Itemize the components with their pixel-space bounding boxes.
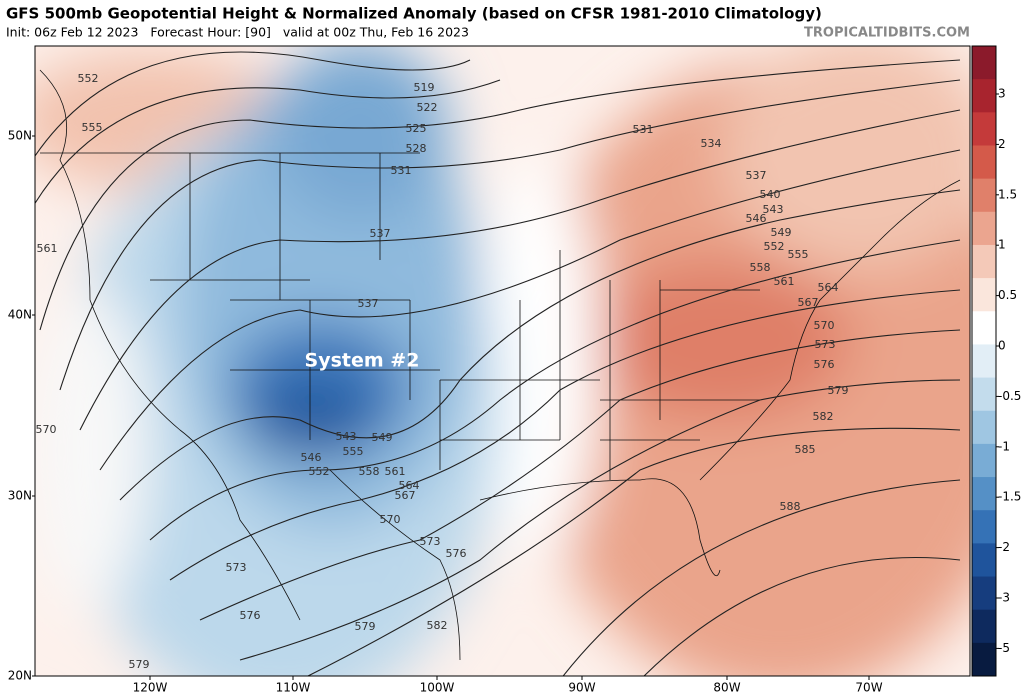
contour-label: 573: [815, 338, 836, 351]
contour-label: 579: [355, 620, 376, 633]
system-label: System #2: [305, 350, 420, 372]
colorbar-label: -1: [998, 439, 1010, 453]
colorbar-swatch: [972, 609, 996, 644]
contour-label: 555: [788, 248, 809, 261]
colorbar-label: -1.5: [998, 490, 1021, 504]
colorbar-swatch: [972, 576, 996, 611]
contour-label: 537: [370, 227, 391, 240]
contour-label: 585: [795, 443, 816, 456]
colorbar-label: -2: [998, 540, 1010, 554]
colorbar-swatch: [972, 443, 996, 478]
contour-label: 567: [395, 489, 416, 502]
subtitle: Init: 06z Feb 12 2023 Forecast Hour: [90…: [6, 25, 469, 40]
colorbar-swatch: [972, 278, 996, 312]
lat-label: 40N: [8, 308, 32, 322]
colorbar-swatch: [972, 46, 996, 80]
contour-label: 582: [427, 619, 448, 632]
contour-label: 576: [814, 358, 835, 371]
contour-label: 579: [828, 384, 849, 397]
colorbar-swatch: [972, 145, 996, 180]
contour-label: 549: [372, 431, 393, 444]
contour-label: 537: [746, 169, 767, 182]
lon-label: 110W: [276, 681, 311, 695]
contour-label: 546: [746, 212, 767, 225]
colorbar-label: 1.5: [998, 187, 1017, 201]
map: [35, 46, 970, 676]
contour-label: 555: [82, 121, 103, 134]
contour-label: 558: [750, 261, 771, 274]
contour-label: 561: [774, 275, 795, 288]
title: GFS 500mb Geopotential Height & Normaliz…: [6, 5, 822, 23]
contour-label: 588: [780, 500, 801, 513]
lon-label: 100W: [420, 681, 455, 695]
colorbar-swatch: [972, 211, 996, 246]
contour-label: 540: [760, 188, 781, 201]
contour-label: 522: [417, 101, 438, 114]
lon-label: 70W: [855, 681, 882, 695]
colorbar-swatch: [972, 311, 996, 345]
lon-label: 120W: [133, 681, 168, 695]
colorbar-swatch: [972, 510, 996, 544]
contour-label: 546: [301, 451, 322, 464]
contour-label: 543: [763, 203, 784, 216]
colorbar-swatch: [972, 543, 996, 578]
contour-label: 531: [633, 123, 654, 136]
lat-label: 20N: [8, 669, 32, 683]
contour-label: 573: [420, 535, 441, 548]
contour-label: 564: [399, 479, 420, 492]
contour-label: 528: [406, 142, 427, 155]
colorbar-label: 0: [998, 339, 1006, 353]
contour-label: 561: [385, 465, 406, 478]
contour-label: 552: [78, 72, 99, 85]
colorbar-swatch: [972, 79, 996, 113]
contour-label: 576: [446, 547, 467, 560]
colorbar-label: -3: [998, 591, 1010, 605]
contour-label: 525: [406, 122, 427, 135]
colorbar-label: 3: [998, 87, 1006, 101]
contour-label: 552: [309, 465, 330, 478]
contour-label: 537: [358, 297, 379, 310]
contour-label: 570: [380, 513, 401, 526]
contour-label: 534: [701, 137, 722, 150]
lat-label: 50N: [8, 129, 32, 143]
lat-label: 30N: [8, 489, 32, 503]
colorbar-label: -5: [998, 641, 1010, 655]
contour-label: 549: [771, 226, 792, 239]
colorbar-swatch: [972, 377, 996, 412]
contour-label: 573: [226, 561, 247, 574]
colorbar: 3 2 1.5 1 0.5 0 -0.5 -1 -1.5 -2 -3 -5: [971, 45, 1021, 677]
colorbar-swatch: [972, 244, 996, 279]
colorbar-swatch: [972, 112, 996, 146]
colorbar-swatch: [972, 178, 996, 213]
colorbar-frame: [971, 45, 997, 677]
colorbar-swatch: [972, 410, 996, 445]
contour-label: 567: [798, 296, 819, 309]
contour-label: 555: [343, 445, 364, 458]
contour-label: 576: [240, 609, 261, 622]
contour-label: 531: [391, 164, 412, 177]
contour-label: 570: [814, 319, 835, 332]
colorbar-label: 1: [998, 238, 1006, 252]
contour-label: 543: [336, 430, 357, 443]
colorbar-swatch: [972, 344, 996, 379]
colorbar-label: -0.5: [998, 389, 1021, 403]
contour-label: 570: [36, 423, 57, 436]
colorbar-label: 2: [998, 137, 1006, 151]
colorbar-label: 0.5: [998, 288, 1017, 302]
contour-label: 561: [37, 242, 58, 255]
contour-label: 564: [818, 281, 839, 294]
contour-label: 552: [764, 240, 785, 253]
contour-label: 579: [129, 658, 150, 671]
contour-label: 582: [813, 410, 834, 423]
lon-label: 90W: [568, 681, 595, 695]
contour-label: 519: [414, 81, 435, 94]
watermark: TROPICALTIDBITS.COM: [804, 26, 970, 41]
colorbar-swatch: [972, 477, 996, 511]
contour-label: 558: [359, 465, 380, 478]
colorbar-swatch: [972, 642, 996, 677]
lon-label: 80W: [713, 681, 740, 695]
